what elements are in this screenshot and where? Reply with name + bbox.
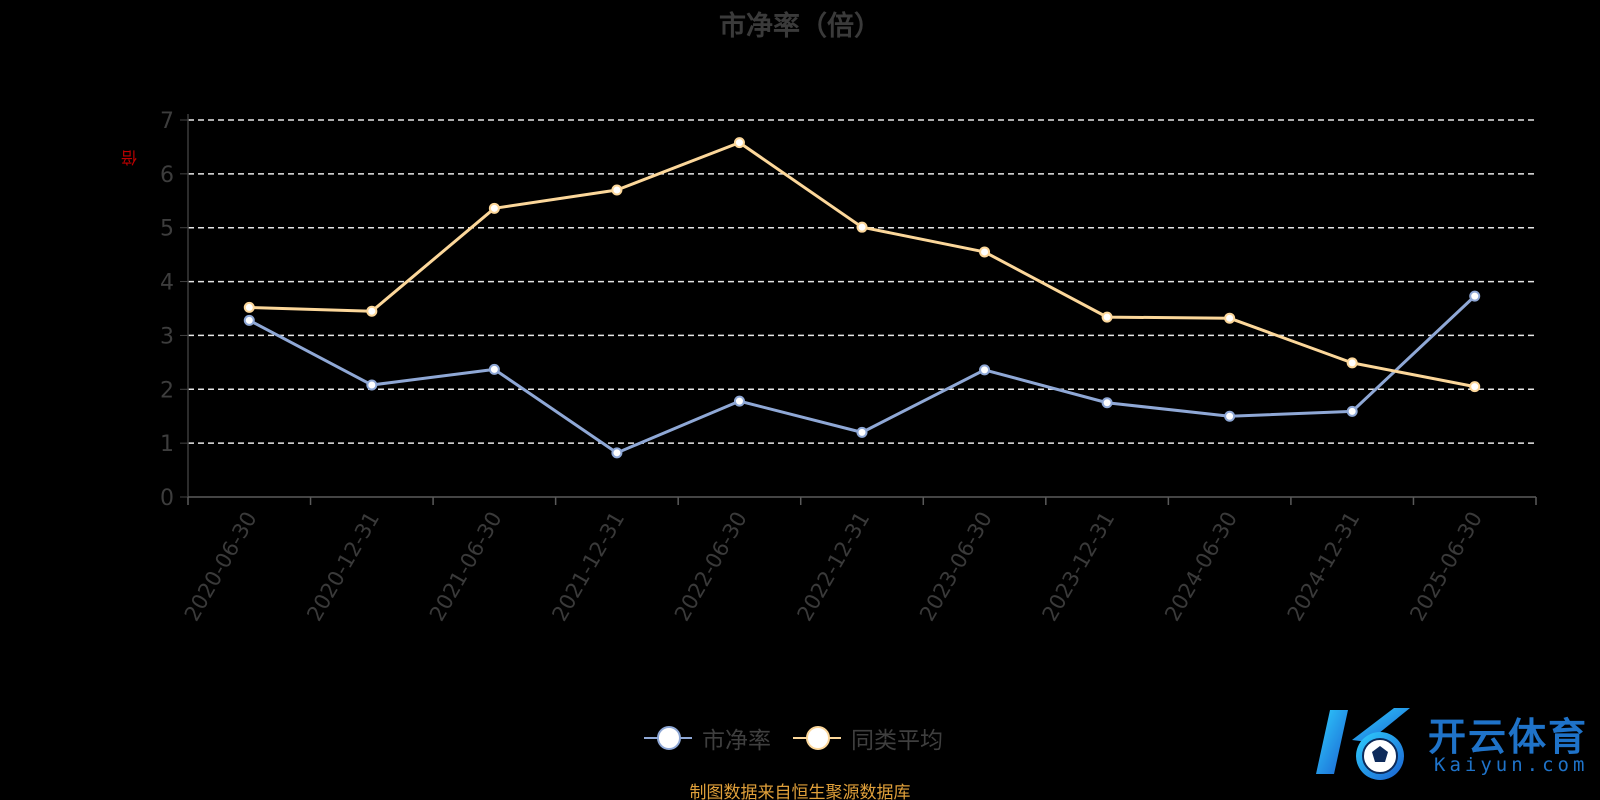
y-tick-label: 3: [160, 324, 174, 349]
x-tick-label: 2022-06-30: [670, 508, 752, 626]
data-point: [611, 447, 623, 459]
legend-swatch-pb: [644, 725, 692, 751]
data-point: [979, 246, 991, 258]
data-point: [488, 363, 500, 375]
data-point: [1469, 290, 1481, 302]
y-tick-label: 6: [160, 163, 174, 188]
data-point: [733, 395, 745, 407]
data-point: [611, 184, 623, 196]
x-tick-label: 2020-06-30: [180, 508, 262, 626]
data-point: [488, 202, 500, 214]
legend-label-peer-avg: 同类平均: [851, 728, 943, 754]
logo-text-cn: 开云体育: [1428, 715, 1589, 759]
data-point: [1101, 397, 1113, 409]
data-point: [856, 221, 868, 233]
y-tick-label: 0: [160, 486, 174, 511]
data-point: [243, 301, 255, 313]
legend-dot-peer-avg: [806, 726, 830, 750]
data-point: [733, 137, 745, 149]
legend-label-pb: 市净率: [702, 728, 771, 754]
data-point: [1469, 381, 1481, 393]
logo-mark-icon: [1316, 708, 1410, 780]
y-tick-label: 4: [160, 271, 174, 296]
y-tick-label: 7: [160, 109, 174, 134]
data-point: [856, 426, 868, 438]
source-note: 制图数据来自恒生聚源数据库: [689, 783, 911, 800]
y-tick-label: 1: [160, 432, 174, 457]
x-tick-label: 2025-06-30: [1405, 508, 1487, 626]
x-tick-label: 2023-06-30: [915, 507, 997, 625]
x-tick-label: 2024-06-30: [1160, 508, 1242, 626]
x-tick-label: 2021-06-30: [425, 508, 507, 626]
x-tick-label: 2024-12-31: [1283, 508, 1365, 626]
logo-text-en: Kaiyun.com: [1434, 754, 1589, 776]
data-point: [366, 305, 378, 317]
brand-logo: 开云体育 Kaiyun.com: [1312, 700, 1592, 784]
data-point: [1101, 311, 1113, 323]
data-point: [243, 314, 255, 326]
legend-item-peer-avg[interactable]: 同类平均: [793, 721, 943, 755]
legend-swatch-peer-avg: [793, 725, 841, 751]
y-tick-label: 5: [160, 217, 174, 242]
legend-dot-pb: [657, 726, 681, 750]
data-point: [1346, 357, 1358, 369]
x-tick-label: 2023-12-31: [1038, 508, 1120, 626]
legend: 市净率 同类平均: [644, 718, 965, 758]
chart-title: 市净率（倍）: [719, 11, 881, 42]
series-line-1: [249, 141, 1476, 389]
x-tick-label: 2021-12-31: [547, 508, 629, 626]
data-point: [1346, 405, 1358, 417]
y-tick-label: 2: [160, 378, 174, 403]
x-tick-label: 2022-12-31: [793, 508, 875, 626]
data-point: [979, 364, 991, 376]
legend-item-pb[interactable]: 市净率: [644, 721, 771, 755]
data-point: [1224, 410, 1236, 422]
x-tick-label: 2020-12-31: [302, 508, 384, 626]
data-point: [1224, 312, 1236, 324]
data-point: [366, 379, 378, 391]
